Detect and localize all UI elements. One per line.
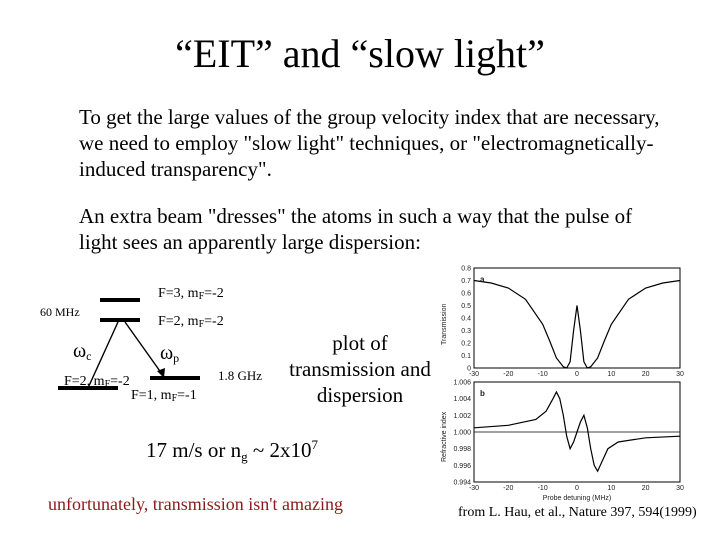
slide-title: “EIT” and “slow light” [175,31,545,76]
plot-a-y-tick-label: 0 [467,366,471,373]
plot-description: plot of transmission and dispersion [289,331,431,407]
plot-b-x-tick-label: -20 [503,485,513,492]
plot-b-ticks: -30 -20 -10 0 10 20 30 1.006 1.004 1.002 1.000 0.99… [453,380,684,493]
probe-transition [124,321,163,375]
dressing-paragraph: An extra beam "dresses" the atoms in suc… [79,204,633,254]
plot-a-series-line [473,279,681,369]
label-1.8ghz: 1.8 GHz [218,368,263,383]
plot-a-x-tick-label: 10 [607,371,615,378]
label-ground-left: F=2, mF=-2 [64,374,130,390]
omega-c-label: ωc [73,340,92,363]
plot-a-y-tick-label: 0.3 [461,328,471,335]
plot-b-x-tick-label: 20 [642,485,650,492]
plot-b-y-tick-label: 0.994 [453,480,471,487]
probe-arrowhead [157,368,165,378]
plot-a-y-tick-label: 0.6 [461,291,471,298]
plot-a-panel-label: a [480,275,485,284]
plot-b-xlabel: Probe detuning (MHz) [543,495,611,502]
plot-b-y-tick-label: 1.004 [453,396,471,403]
plot-a-ylabel: Transmission [441,304,448,345]
coupling-transition [87,321,119,389]
plot-a-x-tick-label: 30 [676,371,684,378]
plot-a-x-tick-label: -30 [469,371,479,378]
plot-a-ticks: -30 -20 -10 0 10 20 30 0 0.1 0.2 0.3 0.4 0.5 0.6 0.7 0.… [461,266,684,379]
plot-b-y-tick-label: 0.998 [453,446,471,453]
plot-a-y-tick-label: 0.4 [461,316,471,323]
plot-a-y-tick-label: 0.1 [461,353,471,360]
plot-b-ylabel: Refractive index [441,411,448,462]
plot-b-y-tick-label: 0.996 [453,463,471,470]
plot-a-y-tick-label: 0.2 [461,341,471,348]
intro-paragraph: To get the large values of the group vel… [79,105,660,181]
plot-b-y-tick-label: 1.002 [453,413,471,420]
omega-p-label: ωp [160,342,180,365]
citation: from L. Hau, et al., Nature 397, 594(199… [458,505,697,520]
plot-a-x-tick-label: 0 [575,371,579,378]
label-60mhz: 60 MHz [40,305,80,319]
plot-a-x-tick-label: -20 [503,371,513,378]
transmission-note: unfortunately, transmission isn't amazin… [48,494,344,514]
group-velocity-statement: 17 m/s or ng ~ 2x107 [146,437,318,464]
plot-b-x-tick-label: 0 [575,485,579,492]
label-top-level: F=3, mF=-2 [158,286,224,302]
plot-a-y-tick-label: 0.7 [461,278,471,285]
plot-b-x-tick-label: -10 [538,485,548,492]
label-ground-right: F=1, mF=-1 [131,388,197,404]
plot-a-y-tick-label: 0.5 [461,303,471,310]
plot-a-x-tick-label: -10 [538,371,548,378]
plot-b-x-tick-label: -30 [469,485,479,492]
plot-b-y-tick-label: 1.000 [453,430,471,437]
plot-b-y-tick-label: 1.006 [453,380,471,387]
plot-a-frame [473,267,681,369]
plot-a-x-tick-label: 20 [642,371,650,378]
plot-b-x-tick-label: 10 [607,485,615,492]
plot-b-x-tick-label: 30 [676,485,684,492]
label-upper-level: F=2, mF=-2 [158,314,224,330]
plot-b-panel-label: b [480,389,485,398]
plot-a-y-tick-label: 0.8 [461,266,471,273]
